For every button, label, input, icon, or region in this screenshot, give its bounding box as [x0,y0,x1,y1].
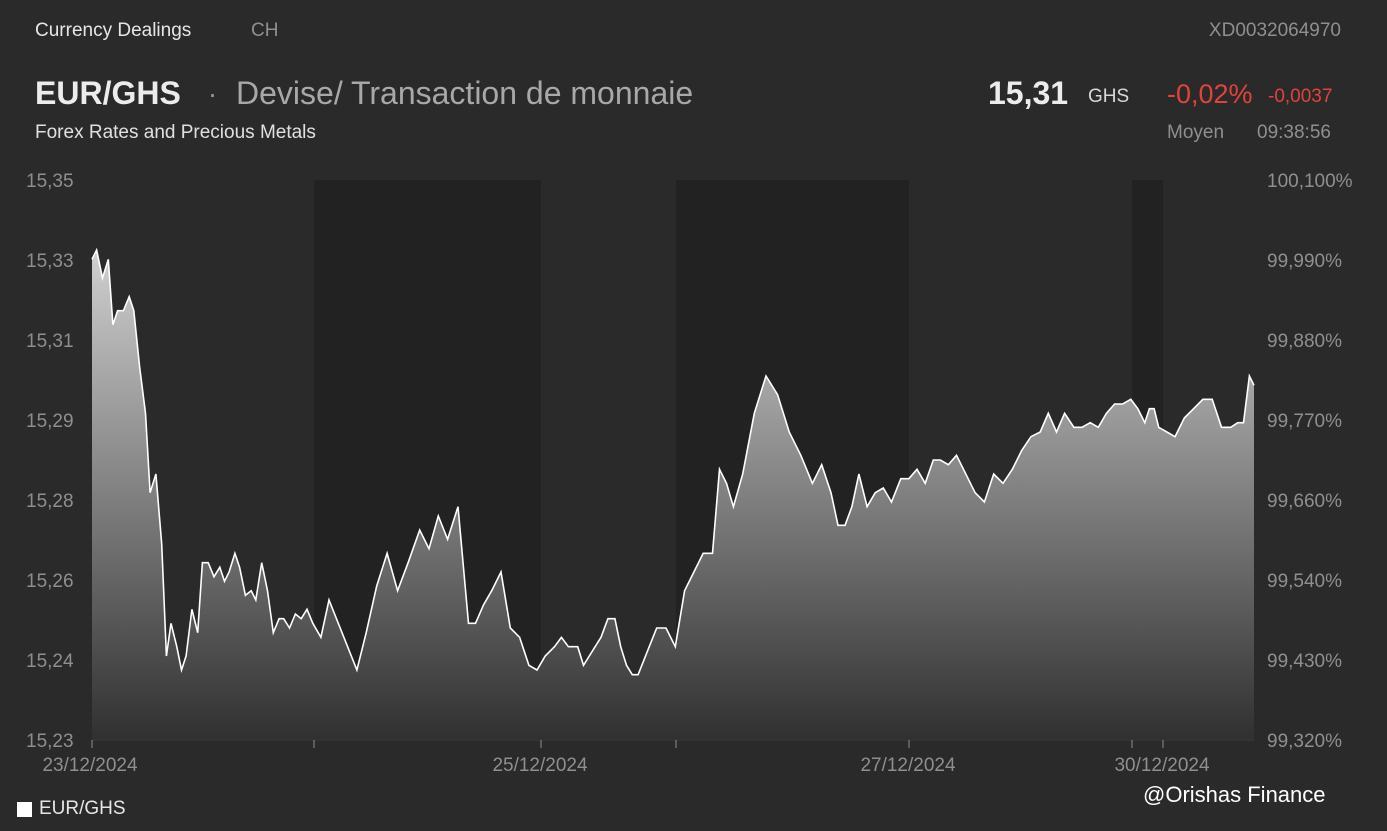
y-axis-right: 100,100% 99,990% 99,880% 99,770% 99,660% 99,5… [1267,171,1353,752]
last-price: 15,31 [988,75,1069,111]
change-absolute: -0,0037 [1268,86,1333,107]
y2-tick-label: 99,660% [1267,491,1342,512]
y2-tick-label: 99,990% [1267,251,1342,272]
exchange-code: CH [251,20,279,41]
legend[interactable]: EUR/GHS [17,798,126,820]
quote-time: 09:38:56 [1257,122,1331,143]
price-area [92,250,1254,740]
y-tick-label: 15,26 [26,571,74,592]
y-tick-label: 15,35 [26,171,74,192]
price-chart[interactable]: 15,35 15,33 15,31 15,29 15,28 15,26 15,24 15,23… [0,160,1387,780]
y-tick-label: 15,23 [26,731,74,752]
instrument-pair: EUR/GHS [35,75,181,111]
x-tick-label: 23/12/2024 [42,755,138,776]
x-tick-label: 27/12/2024 [860,755,956,776]
y2-tick-label: 99,540% [1267,571,1342,592]
y-tick-label: 15,33 [26,251,74,272]
y-axis-left: 15,35 15,33 15,31 15,29 15,28 15,26 15,24 15,23 [26,171,74,752]
change-percent: -0,02% [1167,79,1253,109]
price-line [91,247,1255,676]
price-currency: GHS [1088,86,1130,107]
y-tick-label: 15,28 [26,491,74,512]
title-separator: · [208,79,217,109]
price-type: Moyen [1167,122,1225,143]
legend-label: EUR/GHS [39,798,126,819]
legend-swatch [17,801,32,817]
section-title: Currency Dealings [35,20,192,41]
y-tick-label: 15,24 [26,651,74,672]
x-tick-label: 30/12/2024 [1114,755,1210,776]
y2-tick-label: 100,100% [1267,171,1353,192]
y2-tick-label: 99,770% [1267,411,1342,432]
instrument-description: Devise/ Transaction de monnaie [236,75,694,111]
y-tick-label: 15,31 [26,331,74,352]
instrument-category: Forex Rates and Precious Metals [35,122,316,143]
isin-code: XD0032064970 [1208,20,1341,41]
x-tick-label: 25/12/2024 [492,755,588,776]
watermark-credit: @Orishas Finance [1143,782,1326,807]
y-tick-label: 15,29 [26,411,74,432]
y2-tick-label: 99,430% [1267,651,1342,672]
x-axis: 23/12/2024 25/12/2024 27/12/2024 30/12/2024 [42,740,1210,776]
y2-tick-label: 99,880% [1267,331,1342,352]
y2-tick-label: 99,320% [1267,731,1342,752]
